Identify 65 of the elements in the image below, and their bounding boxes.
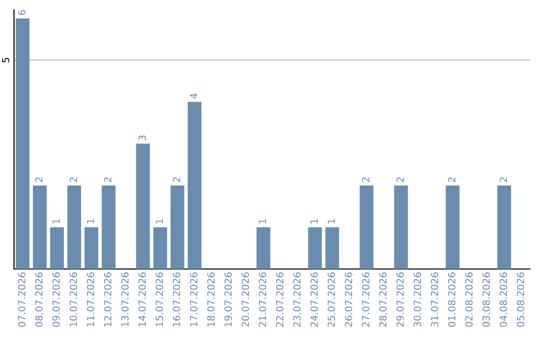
x-tick-label: 11.07.2026 xyxy=(86,272,94,326)
x-tick-label: 07.07.2026 xyxy=(18,272,26,327)
data-label: 2 xyxy=(70,177,77,182)
bar xyxy=(497,185,512,269)
x-tick-label: 04.08.2026 xyxy=(500,272,508,327)
data-label: 1 xyxy=(310,219,318,224)
x-tick-label: 30.07.2026 xyxy=(414,272,422,327)
x-tick-label: 26.07.2026 xyxy=(344,272,352,327)
x-tick-label: 31.07.2026 xyxy=(430,272,438,327)
x-tick-label: 15.07.2026 xyxy=(156,272,164,326)
bar xyxy=(153,227,168,269)
x-tick-label: 22.07.2026 xyxy=(276,272,284,327)
data-label: 2 xyxy=(500,177,507,182)
x-tick-label: 10.07.2026 xyxy=(70,272,78,326)
bar xyxy=(32,185,47,269)
data-label: 2 xyxy=(362,177,370,182)
x-tick-label: 02.08.2026 xyxy=(465,272,473,327)
x-tick-label: 05.08.2026 xyxy=(516,272,524,327)
data-label: 2 xyxy=(448,177,456,182)
data-label: 2 xyxy=(172,177,180,182)
data-label: 2 xyxy=(104,177,112,182)
bar xyxy=(67,185,82,269)
bar xyxy=(170,185,184,269)
x-tick-label: 18.07.2026 xyxy=(207,272,215,326)
bar xyxy=(102,185,116,269)
x-tick-label: 24.07.2026 xyxy=(310,272,318,327)
data-label: 1 xyxy=(52,219,60,224)
x-tick-label: 08.07.2026 xyxy=(35,272,43,327)
x-tick-label: 16.07.2026 xyxy=(172,272,180,326)
x-tick-label: 20.07.2026 xyxy=(242,272,250,327)
bar xyxy=(325,227,340,269)
bar xyxy=(50,227,64,269)
x-tick-label: 19.07.2026 xyxy=(224,272,232,326)
bar xyxy=(394,185,408,269)
x-tick-label: 12.07.2026 xyxy=(104,272,112,326)
bar xyxy=(84,227,98,269)
x-tick-label: 23.07.2026 xyxy=(293,272,301,327)
bar xyxy=(446,185,460,269)
x-tick-label: 09.07.2026 xyxy=(52,272,60,327)
data-label: 1 xyxy=(258,219,266,224)
data-label: 2 xyxy=(35,177,42,182)
y-tick-label: 5 xyxy=(2,58,10,62)
x-tick-label: 27.07.2026 xyxy=(362,272,370,327)
data-label: 1 xyxy=(86,219,94,224)
x-tick-label: 13.07.2026 xyxy=(121,272,129,326)
bar xyxy=(16,18,30,269)
data-label: 1 xyxy=(156,219,163,224)
bar xyxy=(188,102,202,269)
data-label: 6 xyxy=(18,10,26,15)
data-label: 4 xyxy=(190,93,198,99)
data-label: 1 xyxy=(328,219,335,224)
x-tick-label: 03.08.2026 xyxy=(482,272,490,327)
data-label: 3 xyxy=(138,135,146,140)
x-tick-label: 21.07.2026 xyxy=(258,272,266,327)
x-tick-label: 14.07.2026 xyxy=(138,272,146,326)
bar xyxy=(308,227,322,269)
x-tick-label: 01.08.2026 xyxy=(448,272,456,327)
bar xyxy=(360,185,374,269)
x-tick-label: 28.07.2026 xyxy=(379,272,387,327)
x-tick-label: 25.07.2026 xyxy=(328,272,336,327)
bar xyxy=(136,144,150,269)
bar xyxy=(256,227,270,269)
x-tick-label: 29.07.2026 xyxy=(396,272,404,327)
x-tick-label: 17.07.2026 xyxy=(190,272,198,326)
data-label: 2 xyxy=(396,177,404,182)
